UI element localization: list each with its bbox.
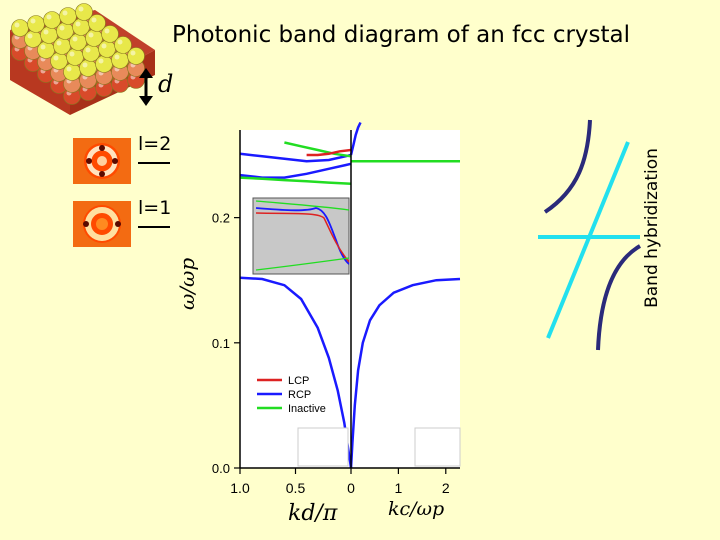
x-tick-label: 0.5: [286, 480, 306, 496]
y-tick-label: 0.1: [212, 336, 230, 351]
x-tick-label: 2: [442, 480, 450, 496]
x-axis-label-right: kc/ωp: [388, 498, 444, 520]
band-chart: 0.0 0.1 0.2 1.0 0.5 0 1 2 LCP RCP Inactive ω/ωp k…: [175, 121, 461, 526]
series-line-inactive: [284, 141, 352, 158]
y-tick-label: 0.2: [212, 211, 230, 226]
y-axis-label: ω/ωp: [175, 258, 199, 310]
series-line-rcp: [349, 121, 362, 156]
plot-area-right: [351, 130, 460, 468]
mode-label-l1: l=1: [138, 197, 172, 219]
plot-area-left: [240, 130, 351, 468]
crystal-sphere: [79, 59, 97, 77]
y-tick-label: 0.0: [212, 461, 230, 476]
legend: LCP RCP Inactive: [257, 375, 326, 415]
x-axis-label-left: kd/π: [288, 501, 338, 526]
legend-label: LCP: [288, 375, 309, 387]
lattice-spacing-label: d: [158, 70, 174, 98]
crystal-sphere: [127, 47, 145, 65]
inset-line-lcp: [255, 212, 350, 263]
legend-label: RCP: [288, 389, 311, 401]
mode-profile-l1: [73, 201, 131, 247]
inset-line-inactive: [255, 257, 350, 271]
x-tick-label: 0: [347, 480, 355, 496]
hybridization-sketch: [538, 119, 642, 351]
d-arrow-icon: [139, 68, 153, 106]
inset-line-rcp: [255, 207, 350, 265]
series-line-inactive: [239, 176, 352, 186]
corner-box: [414, 427, 461, 467]
mode-underline-l1: [138, 226, 170, 228]
page-title: Photonic band diagram of an fcc crystal: [172, 22, 631, 48]
fcc-crystal-image: [10, 3, 155, 115]
mode-profile-l2: [73, 138, 131, 184]
crystal-sphere: [95, 55, 113, 73]
legend-label: Inactive: [288, 403, 326, 415]
mode-label-l2: l=2: [138, 133, 172, 155]
band-hybridization-label: Band hybridization: [642, 148, 662, 308]
mode-underline-l2: [138, 162, 170, 164]
inset-line-inactive: [255, 200, 350, 211]
legend-box: [297, 427, 349, 467]
crystal-sphere: [111, 51, 129, 69]
series-line-lcp: [306, 148, 352, 157]
x-tick-label: 1: [394, 480, 402, 496]
crystal-sphere: [63, 63, 81, 81]
x-tick-label: 1.0: [230, 480, 250, 496]
series-line-rcp: [349, 277, 461, 469]
